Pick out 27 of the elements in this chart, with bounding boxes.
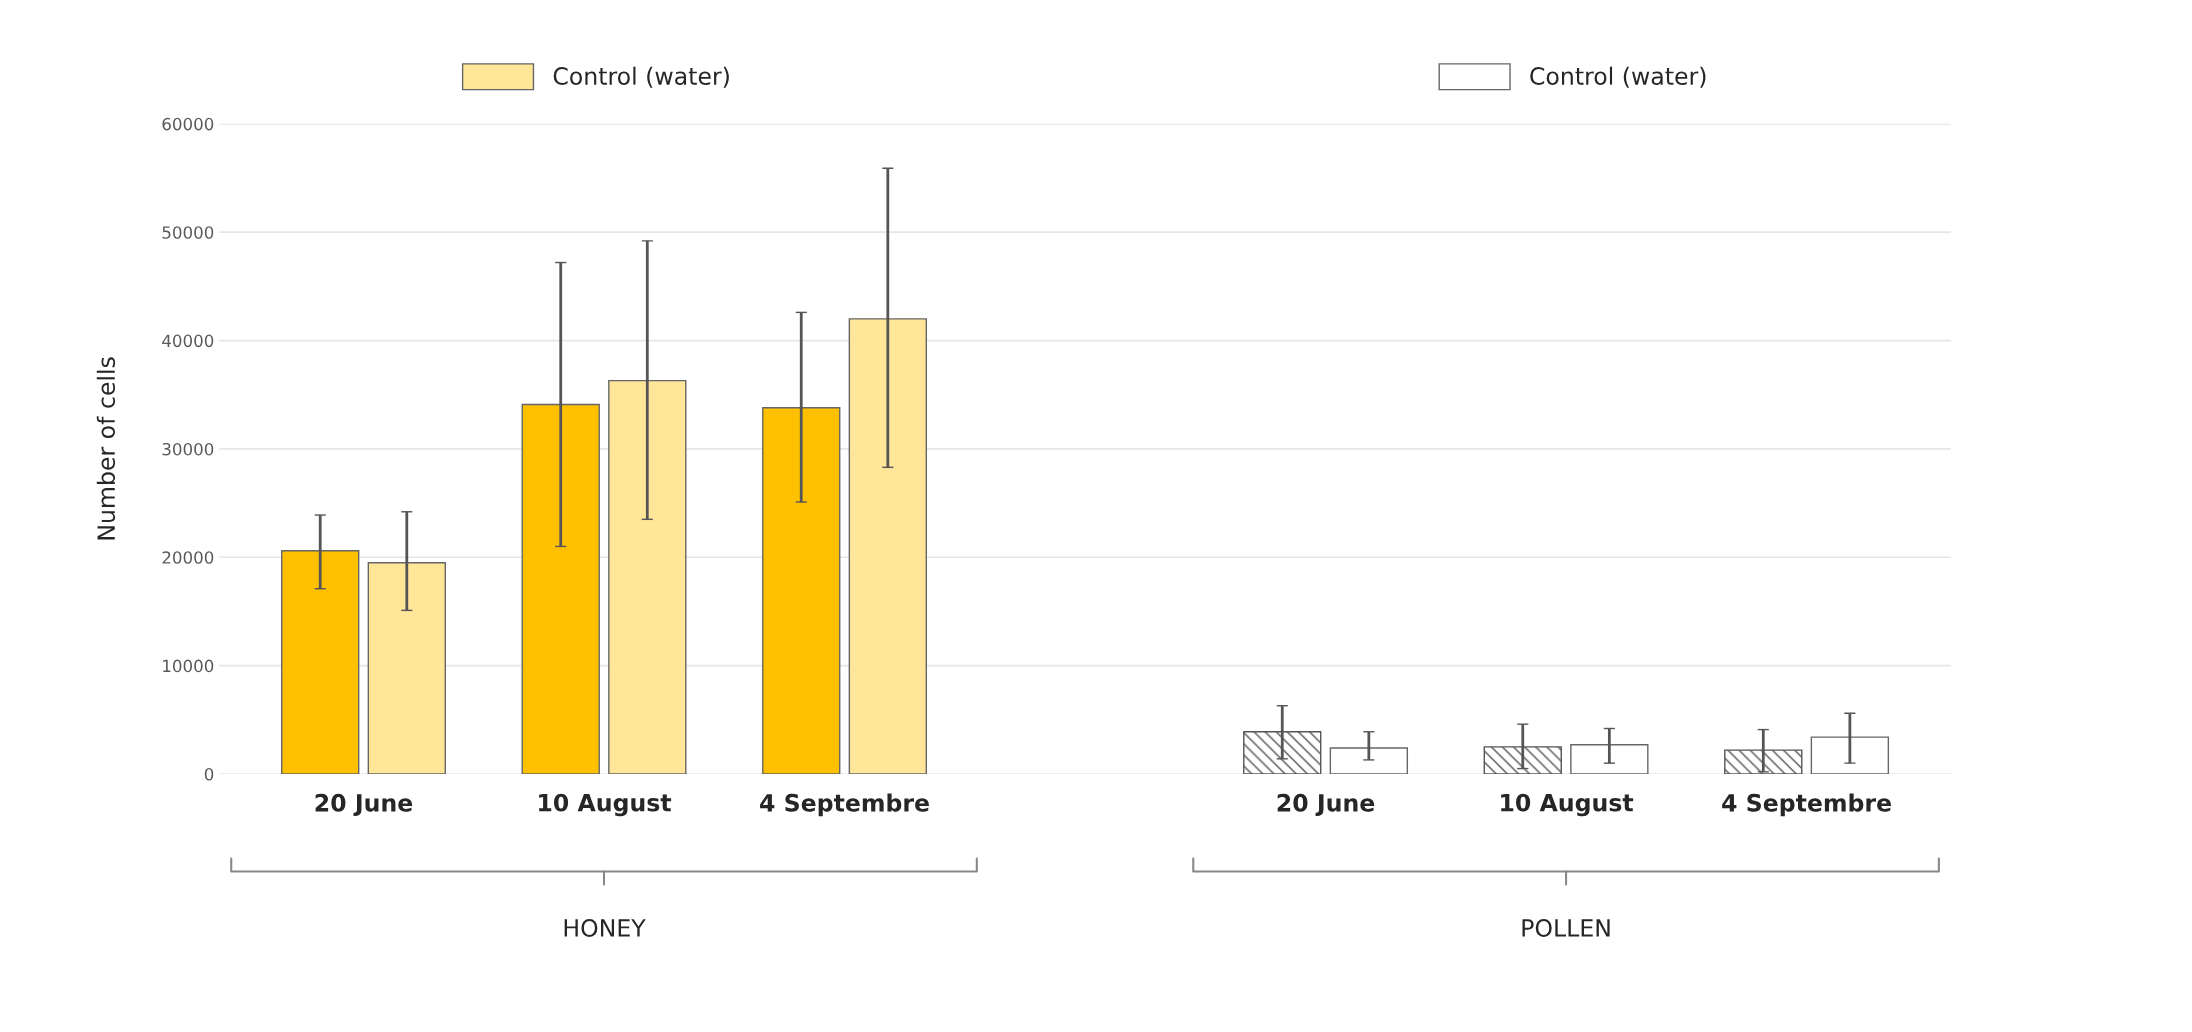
y-tick-label: 20000 [162, 551, 214, 564]
bar [367, 562, 446, 774]
y-tick-label: 50000 [162, 226, 214, 239]
x-tick-label: 10 August [539, 793, 672, 817]
legend-label: Control (water) [1530, 66, 1706, 88]
x-tick-label: 20 June [1277, 793, 1375, 817]
bar [521, 403, 600, 774]
x-tick-label: 10 August [1501, 793, 1634, 817]
y-tick-label: 0 [204, 767, 214, 781]
y-axis-title: Number of cells [96, 357, 116, 540]
bar [762, 407, 841, 774]
x-tick-label: 20 June [315, 793, 413, 817]
text: HONEY [564, 919, 646, 937]
legend-label: Control (water) [553, 66, 729, 88]
x-tick-label: 4 Septembre [1722, 793, 1891, 817]
bar [1810, 736, 1890, 774]
text: POLLEN [1522, 919, 1610, 937]
x-tick-label: 4 Septembre [760, 793, 929, 817]
y-tick-label: 60000 [162, 117, 214, 131]
bar [848, 318, 927, 774]
bar [1329, 747, 1409, 774]
bar [608, 379, 687, 774]
y-tick-label: 10000 [163, 659, 214, 673]
y-tick-label: 40000 [162, 334, 214, 348]
y-tick-label: 30000 [162, 442, 214, 456]
bar [1570, 744, 1649, 774]
bar [281, 550, 360, 774]
